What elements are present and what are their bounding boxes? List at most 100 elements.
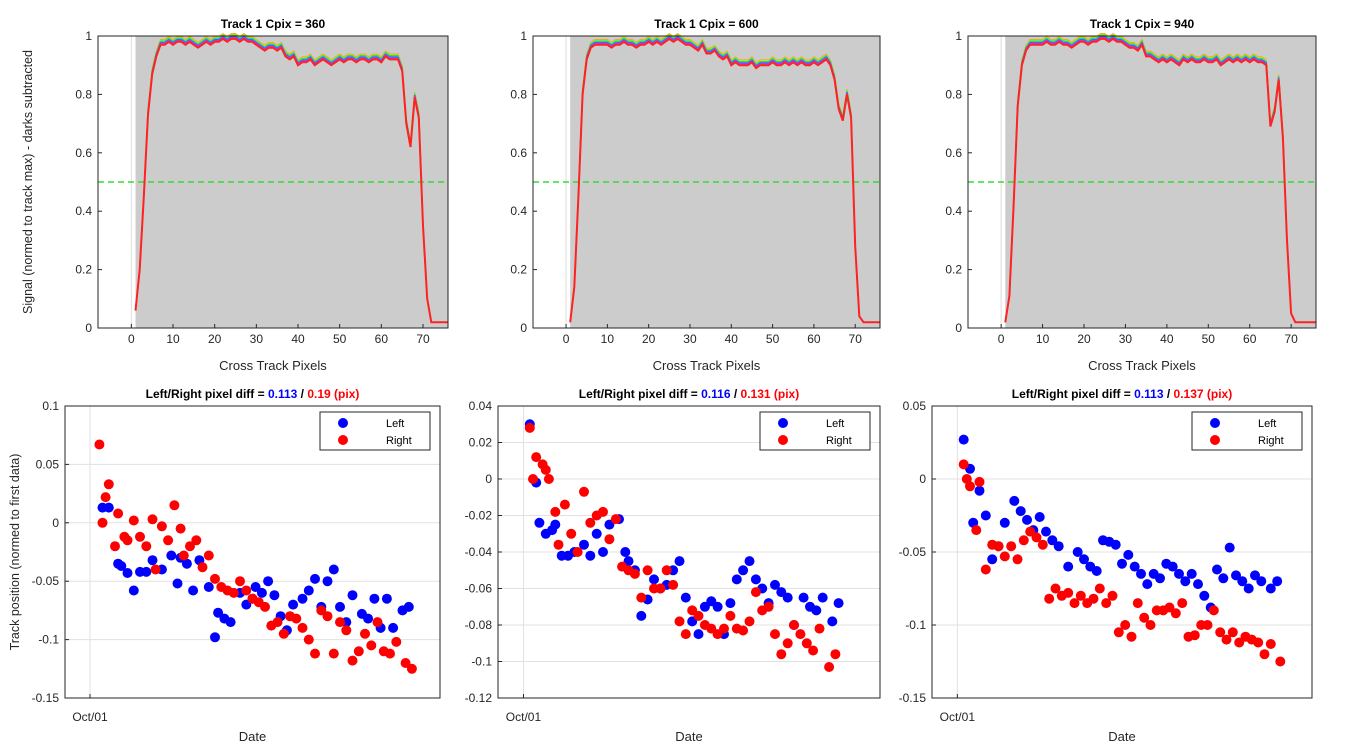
panel-title: Track 1 Cpix = 360 bbox=[221, 17, 326, 31]
right-point bbox=[150, 564, 161, 575]
right-point bbox=[147, 514, 158, 525]
legend-right-marker bbox=[338, 435, 348, 445]
right-point bbox=[763, 601, 774, 612]
panel-6: -0.15 -0.1 -0.05 0 0.05 Oct/01 Date Left/Right … bbox=[899, 387, 1313, 744]
left-point bbox=[1243, 583, 1254, 594]
left-point bbox=[731, 574, 742, 585]
x-tick-label: 70 bbox=[416, 332, 430, 346]
left-point bbox=[1072, 547, 1083, 557]
left-point bbox=[725, 598, 736, 609]
right-point bbox=[524, 422, 535, 433]
x-tick-label: Oct/01 bbox=[72, 710, 108, 724]
y-tick-label: 0.4 bbox=[510, 204, 527, 218]
left-point bbox=[1079, 554, 1089, 565]
right-point bbox=[97, 517, 108, 528]
y-tick-label: 0.2 bbox=[75, 263, 92, 277]
y-tick-label: 0.4 bbox=[75, 204, 92, 218]
right-point bbox=[178, 550, 189, 561]
y-tick-label: 0.6 bbox=[945, 146, 962, 160]
x-tick-label: 10 bbox=[601, 332, 615, 346]
right-point bbox=[693, 610, 704, 621]
title-left-value: 0.116 bbox=[701, 387, 731, 401]
legend-left-label: Left bbox=[386, 418, 404, 430]
right-point bbox=[824, 662, 835, 672]
signal-line-8 bbox=[134, 37, 448, 324]
left-point bbox=[322, 576, 333, 587]
left-point bbox=[649, 574, 659, 585]
x-tick-label: 70 bbox=[1284, 332, 1298, 346]
right-point bbox=[559, 499, 570, 510]
right-point bbox=[655, 583, 666, 594]
x-tick-label: 20 bbox=[1077, 332, 1091, 346]
right-point bbox=[385, 648, 395, 659]
x-tick-label: 70 bbox=[849, 332, 863, 346]
x-tick-label: 30 bbox=[250, 332, 264, 346]
panel-3: 0 10 20 30 40 50 60 70 0 0.2 0.4 0.6 0.8 1 Track 1 Cpi… bbox=[945, 17, 1317, 373]
left-point bbox=[1174, 568, 1184, 579]
left-point bbox=[288, 599, 299, 610]
right-point bbox=[598, 506, 608, 517]
right-point bbox=[203, 550, 214, 561]
legend-right-marker bbox=[1210, 435, 1220, 445]
legend: Left Right bbox=[1191, 411, 1303, 451]
right-point bbox=[366, 640, 377, 651]
x-tick-label: 40 bbox=[725, 332, 739, 346]
y-axis-label: Signal (normed to track max) - darks sub… bbox=[21, 50, 35, 314]
right-point bbox=[110, 541, 120, 552]
left-point bbox=[1180, 576, 1191, 587]
left-point bbox=[141, 566, 152, 577]
left-point bbox=[1265, 583, 1276, 594]
right-point bbox=[228, 587, 239, 598]
right-point bbox=[629, 568, 640, 579]
x-tick-label: 60 bbox=[375, 332, 389, 346]
panel-title: Left/Right pixel diff = 0.113 / 0.137 (p… bbox=[1012, 387, 1232, 401]
right-point bbox=[103, 479, 114, 490]
right-point bbox=[175, 523, 186, 534]
right-point bbox=[725, 610, 736, 621]
title-separator: / bbox=[1164, 387, 1174, 401]
left-point bbox=[1218, 573, 1229, 584]
right-point bbox=[1113, 627, 1124, 638]
right-point bbox=[1208, 605, 1219, 616]
right-point bbox=[1221, 634, 1232, 645]
legend-box bbox=[759, 411, 871, 451]
right-point bbox=[303, 634, 314, 645]
right-point bbox=[610, 514, 621, 525]
left-point bbox=[225, 617, 236, 628]
y-tick-label: 0.2 bbox=[510, 263, 527, 277]
right-point bbox=[260, 601, 270, 612]
x-axis-label: Cross Track Pixels bbox=[219, 358, 327, 373]
left-point bbox=[598, 547, 608, 557]
legend-left-label: Left bbox=[826, 418, 844, 430]
left-point bbox=[210, 632, 220, 643]
right-point bbox=[1107, 590, 1118, 601]
x-tick-label: 0 bbox=[998, 332, 1005, 346]
legend-right-label: Right bbox=[1258, 435, 1284, 447]
right-point bbox=[579, 486, 589, 497]
right-point bbox=[550, 506, 561, 517]
y-tick-label: -0.04 bbox=[465, 545, 493, 559]
right-point bbox=[1177, 598, 1188, 609]
left-point bbox=[1022, 514, 1032, 525]
right-point bbox=[1025, 526, 1036, 537]
right-point bbox=[310, 648, 320, 659]
right-point bbox=[1006, 541, 1017, 552]
right-point bbox=[1139, 612, 1150, 623]
title-suffix: (pix) bbox=[1204, 387, 1233, 401]
y-tick-label: 0.05 bbox=[36, 457, 60, 471]
right-point bbox=[1170, 608, 1181, 619]
left-point bbox=[303, 585, 314, 596]
y-tick-label: 0 bbox=[85, 321, 92, 335]
legend: Left Right bbox=[319, 411, 431, 451]
left-point bbox=[256, 587, 267, 598]
right-point bbox=[135, 531, 145, 542]
left-point bbox=[1034, 512, 1045, 522]
right-point bbox=[965, 481, 975, 492]
y-tick-label: -0.05 bbox=[32, 574, 60, 588]
right-point bbox=[141, 541, 152, 552]
right-point bbox=[1164, 602, 1175, 613]
legend-box bbox=[1191, 411, 1303, 451]
left-point bbox=[782, 592, 793, 603]
right-point bbox=[1050, 583, 1061, 594]
y-tick-label: 0.8 bbox=[510, 87, 527, 101]
